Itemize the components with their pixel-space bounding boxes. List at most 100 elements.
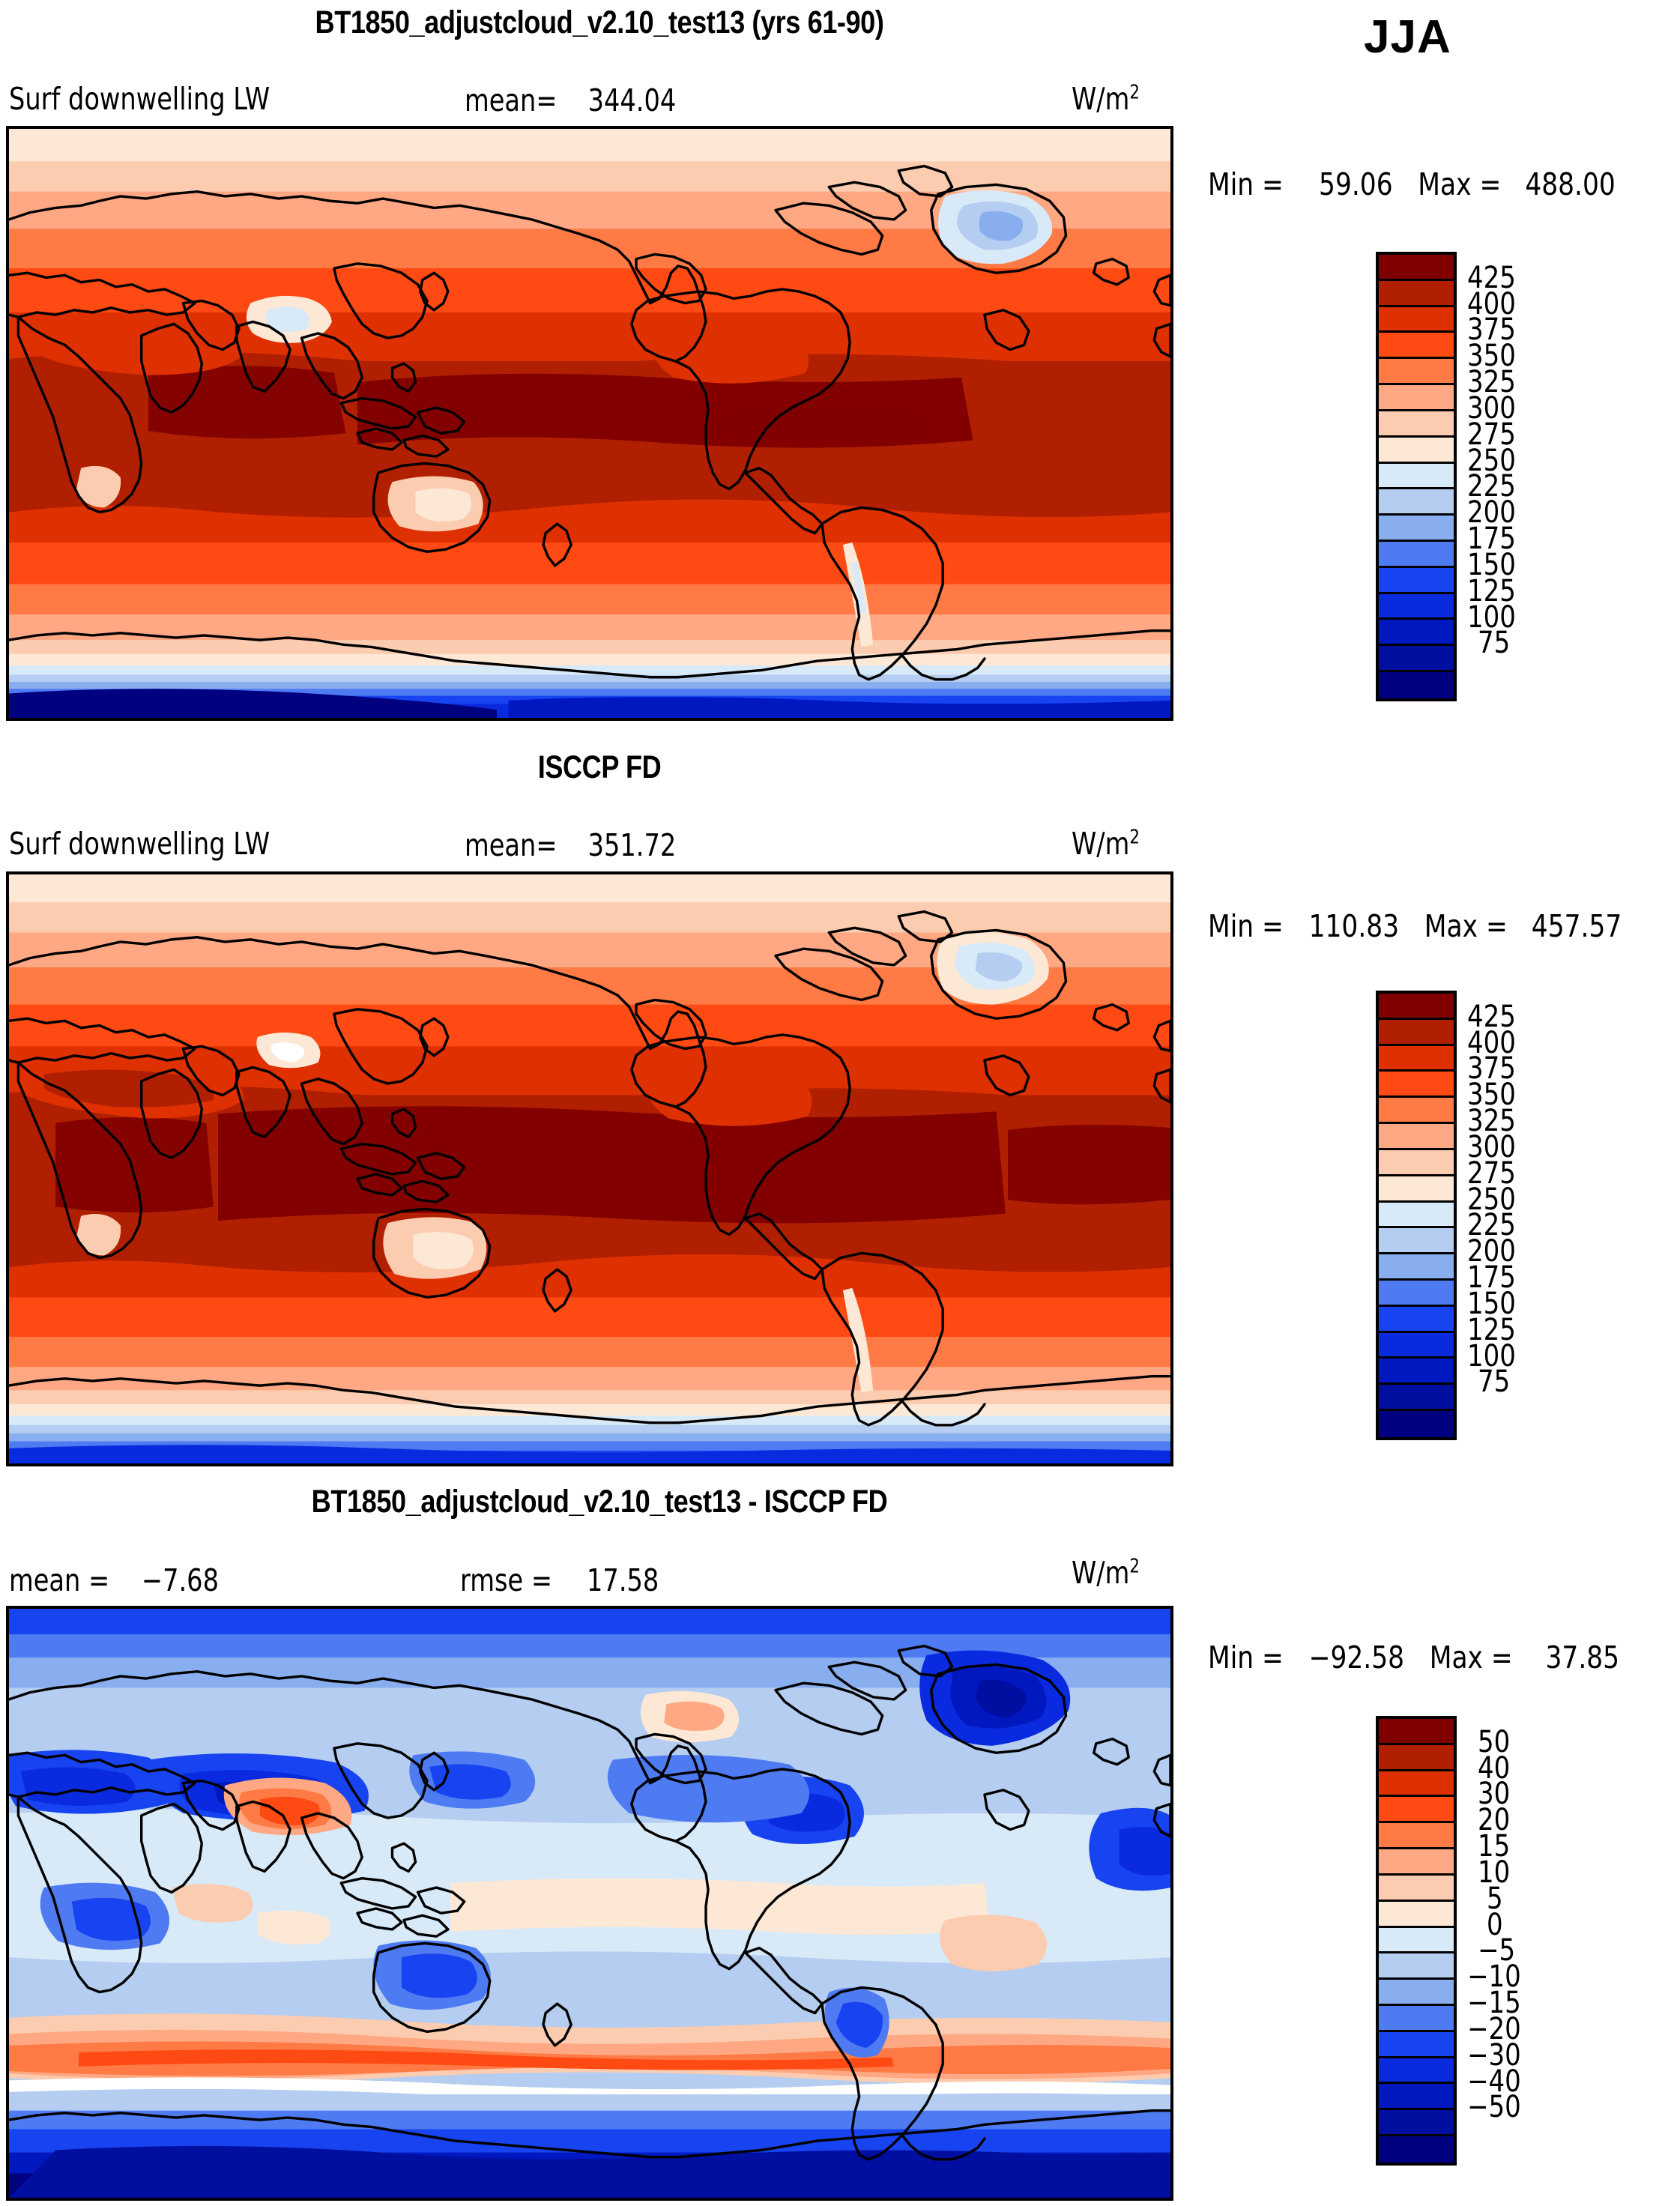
colorbar-segment	[1379, 1744, 1454, 1771]
colorbar-tick-label: 150	[1467, 1286, 1516, 1321]
colorbar-tick-label: 400	[1467, 1025, 1516, 1060]
min-key-model: Min =	[1208, 166, 1284, 202]
minmax-difference: Min = −92.58 Max = 37.85	[1208, 1640, 1619, 1675]
colorbar-tick-label: 325	[1467, 1104, 1516, 1139]
map-difference-svg	[9, 1609, 1170, 2198]
colorbar-tick-label: −10	[1467, 1959, 1521, 1995]
colorbar-segment	[1379, 1149, 1454, 1176]
colorbar-segment	[1379, 2058, 1454, 2085]
colorbar-segment	[1379, 541, 1454, 568]
colorbar-tick-label: 50	[1478, 1724, 1511, 1759]
mean-key-difference: mean =	[9, 1562, 110, 1598]
colorbar-tick-label: 5	[1487, 1881, 1503, 1916]
colorbar-difference-box[interactable]	[1376, 1716, 1457, 2166]
colorbar-segment	[1379, 1980, 1454, 2006]
colorbar-segment	[1379, 1953, 1454, 1980]
mean-label-model: mean= 344.04	[465, 82, 676, 118]
colorbar-tick-label: 0	[1487, 1907, 1503, 1942]
colorbar-obs-box[interactable]	[1376, 991, 1457, 1440]
min-value-obs: 110.83	[1308, 908, 1400, 944]
colorbar-obs-labels: 425 400 375 350 325 300 275 250 225 200 175 150 125 1…	[1467, 991, 1655, 1434]
units-text-model: W/m	[1072, 81, 1130, 117]
min-key-difference: Min =	[1208, 1640, 1284, 1675]
colorbar-tick-label: −50	[1467, 2090, 1521, 2125]
rmse-key-difference: rmse =	[460, 1562, 553, 1598]
units-exp-model: 2	[1129, 81, 1140, 104]
colorbar-segment	[1379, 1771, 1454, 1798]
colorbar-tick-label: 100	[1467, 599, 1516, 635]
colorbar-segment	[1379, 1385, 1454, 1411]
colorbar-segment	[1379, 1254, 1454, 1281]
colorbar-obs: 425 400 375 350 325 300 275 250 225 200 175 150 125 1…	[1376, 991, 1661, 1440]
colorbar-tick-label: 30	[1478, 1777, 1511, 1812]
colorbar-segment	[1379, 1849, 1454, 1876]
colorbar-segment	[1379, 359, 1454, 386]
mean-key-obs: mean=	[465, 827, 558, 863]
colorbar-segment	[1379, 1124, 1454, 1150]
colorbar-tick-label: 325	[1467, 365, 1516, 400]
colorbar-tick-label: 225	[1467, 1208, 1516, 1243]
colorbar-tick-label: 15	[1478, 1829, 1511, 1864]
colorbar-tick-label: 175	[1467, 522, 1516, 557]
mean-label-difference: mean = −7.68	[9, 1562, 219, 1598]
colorbar-segment	[1379, 1927, 1454, 1954]
map-obs[interactable]	[6, 871, 1173, 1466]
max-value-model: 488.00	[1525, 166, 1616, 202]
mean-value-obs: 351.72	[587, 827, 677, 863]
colorbar-tick-label: 300	[1467, 1129, 1516, 1164]
colorbar-tick-label: 250	[1467, 443, 1516, 478]
colorbar-tick-label: 275	[1467, 1155, 1516, 1191]
colorbar-tick-label: 200	[1467, 1234, 1516, 1269]
colorbar-segment	[1379, 2084, 1454, 2111]
colorbar-segment	[1379, 2005, 1454, 2032]
colorbar-segment	[1379, 1019, 1454, 1046]
colorbar-segment	[1379, 2031, 1454, 2058]
colorbar-segment	[1379, 1332, 1454, 1359]
colorbar-segment	[1379, 994, 1454, 1020]
colorbar-segment	[1379, 516, 1454, 542]
colorbar-tick-label: 125	[1467, 573, 1516, 608]
colorbar-segment	[1379, 646, 1454, 672]
map-model-svg	[9, 129, 1170, 718]
colorbar-tick-label: −20	[1467, 2011, 1521, 2046]
colorbar-segment	[1379, 620, 1454, 647]
panel-title-model: BT1850_adjustcloud_v2.10_test13 (yrs 61-…	[315, 4, 884, 40]
minmax-obs: Min = 110.83 Max = 457.57	[1208, 908, 1622, 944]
colorbar-tick-label: 75	[1478, 626, 1511, 661]
colorbar-tick-label: 425	[1467, 260, 1516, 295]
colorbar-tick-label: 20	[1478, 1803, 1511, 1838]
colorbar-segment	[1379, 1823, 1454, 1850]
colorbar-segment	[1379, 437, 1454, 464]
min-value-model: 59.06	[1319, 166, 1393, 202]
colorbar-segment	[1379, 1098, 1454, 1125]
colorbar-segment	[1379, 1901, 1454, 1928]
max-key-model: Max =	[1418, 166, 1502, 202]
rmse-label-difference: rmse = 17.58	[460, 1562, 659, 1598]
season-label: JJA	[1364, 11, 1451, 63]
colorbar-difference: 50 40 30 20 15 10 5 0 −5 −10 −15 −20 −30 −40 −50	[1376, 1716, 1661, 2166]
colorbar-tick-label: 275	[1467, 417, 1516, 452]
colorbar-segment	[1379, 1306, 1454, 1333]
mean-key-model: mean=	[465, 82, 558, 118]
panel-title-obs: ISCCP FD	[537, 749, 662, 785]
max-value-obs: 457.57	[1531, 908, 1622, 944]
colorbar-segment	[1379, 411, 1454, 438]
colorbar-tick-label: 425	[1467, 999, 1516, 1034]
colorbar-difference-labels: 50 40 30 20 15 10 5 0 −5 −10 −15 −20 −30 −40 −50	[1467, 1716, 1655, 2160]
colorbar-tick-label: −30	[1467, 2037, 1521, 2073]
map-model[interactable]	[6, 126, 1173, 721]
colorbar-tick-label: 300	[1467, 390, 1516, 426]
colorbar-tick-label: 375	[1467, 1051, 1516, 1087]
map-difference[interactable]	[6, 1606, 1173, 2201]
units-exp-difference: 2	[1129, 1555, 1140, 1578]
colorbar-tick-label: 150	[1467, 547, 1516, 582]
colorbar-segment	[1379, 2110, 1454, 2136]
colorbar-model-box[interactable]	[1376, 252, 1457, 701]
units-text-obs: W/m	[1072, 826, 1130, 862]
colorbar-segment	[1379, 2136, 1454, 2163]
colorbar-tick-label: −40	[1467, 2064, 1521, 2099]
mean-value-difference: −7.68	[141, 1562, 219, 1598]
colorbar-segment	[1379, 593, 1454, 620]
max-key-difference: Max =	[1429, 1640, 1513, 1675]
mean-value-model: 344.04	[587, 82, 677, 118]
